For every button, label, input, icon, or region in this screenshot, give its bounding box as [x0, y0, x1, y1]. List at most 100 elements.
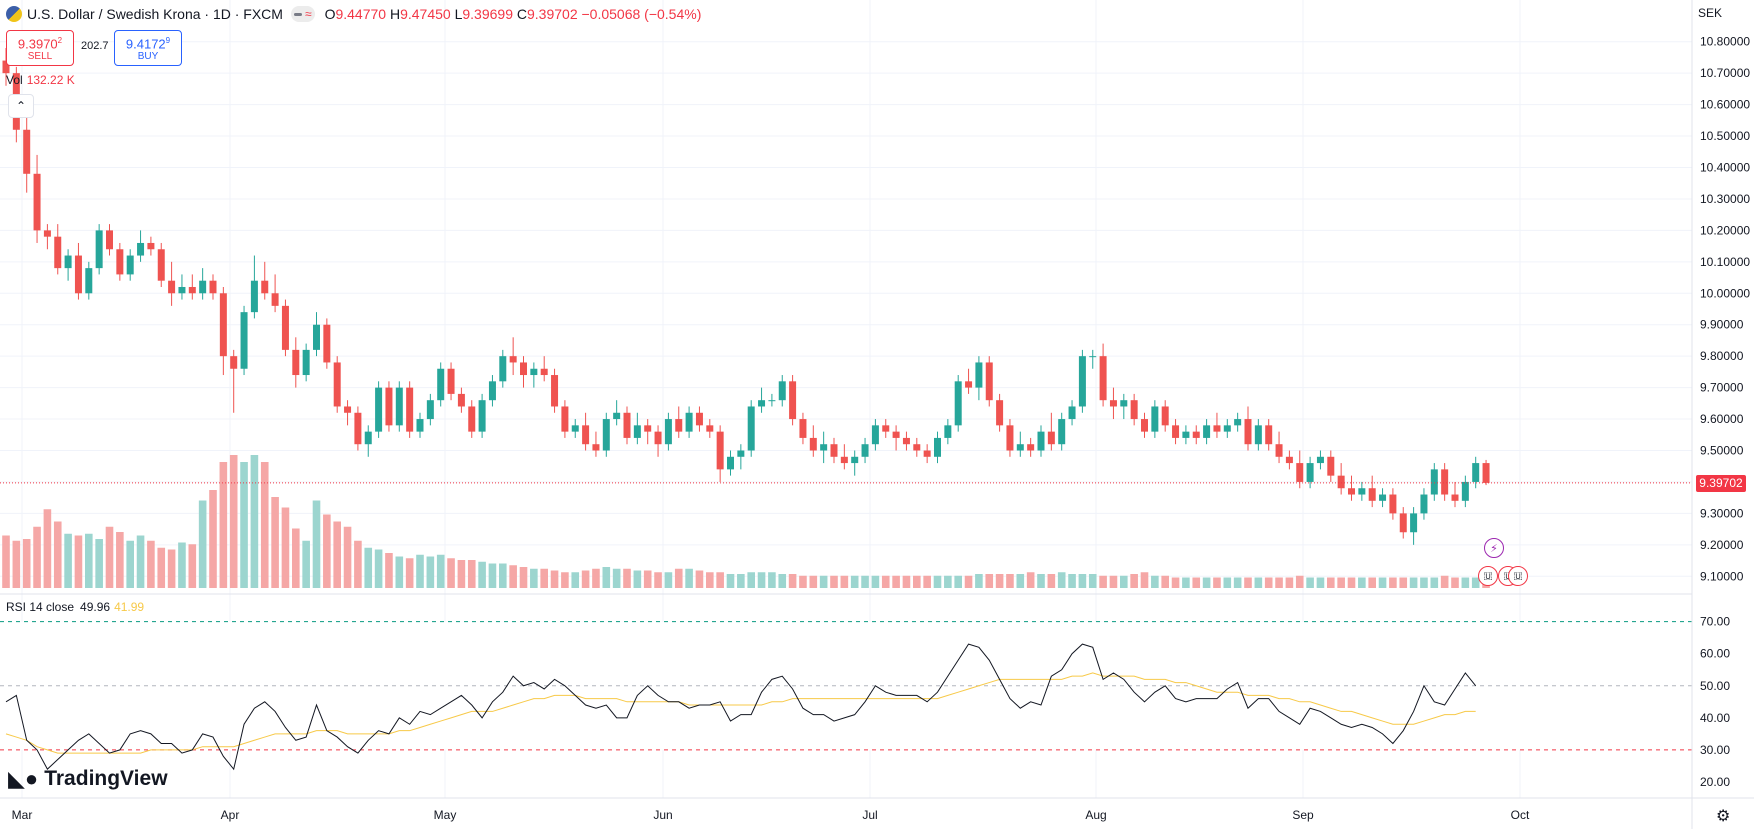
- chevron-up-icon: ⌃: [15, 99, 27, 113]
- candle-body: [1130, 400, 1138, 420]
- volume-bar: [674, 568, 683, 588]
- volume-bar: [913, 575, 921, 588]
- volume-bar: [623, 568, 631, 588]
- candle-body: [530, 368, 538, 376]
- volume-bar: [1244, 577, 1252, 588]
- buy-button[interactable]: 9.41729 BUY: [114, 30, 182, 66]
- candle-body: [209, 280, 217, 294]
- candle-body: [1099, 356, 1107, 401]
- candle-body: [426, 400, 434, 420]
- candle-body: [809, 437, 817, 451]
- candle-body: [1389, 494, 1397, 514]
- candle-body: [1223, 425, 1231, 432]
- volume-bar: [22, 539, 31, 588]
- sell-button[interactable]: 9.39702 SELL: [6, 30, 74, 66]
- candle-body: [323, 324, 331, 363]
- volume-bar: [716, 572, 724, 588]
- candle-body: [1109, 400, 1117, 407]
- us-flag-event-icon[interactable]: 🇺: [1478, 566, 1498, 586]
- volume-bar: [240, 462, 248, 588]
- currency-label[interactable]: SEK: [1698, 6, 1723, 20]
- volume-bar: [1420, 577, 1428, 588]
- collapse-legend-button[interactable]: ⌃: [8, 94, 34, 118]
- candle-body: [416, 419, 424, 432]
- candle-body: [582, 425, 590, 445]
- volume-bar: [333, 521, 341, 588]
- volume-bar: [695, 570, 704, 588]
- us-flag-event-icon[interactable]: 🇺: [1508, 566, 1528, 586]
- candle-body: [902, 437, 910, 445]
- candle-body: [592, 444, 600, 451]
- candle-body: [695, 412, 703, 426]
- price-axis-label: 10.30000: [1700, 192, 1750, 206]
- volume-bar: [219, 462, 228, 588]
- volume-bar: [819, 575, 828, 588]
- volume-bar: [540, 568, 548, 588]
- volume-bar: [530, 568, 538, 588]
- candle-body: [230, 356, 238, 369]
- volume-bar: [850, 575, 859, 588]
- candle-body: [1296, 463, 1304, 482]
- candle-body: [664, 419, 672, 445]
- price-axis-label: 10.50000: [1700, 129, 1750, 143]
- volume-bar: [1202, 577, 1211, 588]
- candle-body: [250, 280, 258, 313]
- candle-body: [882, 425, 890, 432]
- rsi-axis-label: 20.00: [1700, 775, 1730, 789]
- candle-body: [1358, 488, 1366, 495]
- symbol-legend: U.S. Dollar / Swedish Krona · 1D · FXCM …: [6, 4, 701, 24]
- price-axis-label: 10.00000: [1700, 286, 1750, 300]
- candle-body: [95, 230, 103, 269]
- sell-price: 9.3970: [17, 36, 58, 52]
- symbol-title[interactable]: U.S. Dollar / Swedish Krona · 1D · FXCM: [27, 6, 283, 22]
- candle-body: [1141, 419, 1148, 432]
- price-axis-label: 10.70000: [1700, 66, 1750, 80]
- volume-bar: [33, 526, 41, 588]
- tradingview-logo[interactable]: ◣● TradingView: [8, 766, 168, 792]
- volume-bar: [374, 549, 383, 588]
- volume-bar: [64, 533, 72, 588]
- candle-body: [633, 425, 641, 438]
- volume-bar: [126, 540, 134, 588]
- settings-gear-icon[interactable]: ⚙: [1716, 808, 1731, 825]
- volume-bar: [664, 572, 673, 588]
- price-axis-label: 10.60000: [1700, 98, 1750, 112]
- candle-body: [157, 249, 165, 281]
- volume-bar: [499, 563, 507, 588]
- volume-bar: [343, 526, 352, 588]
- volume-bar: [354, 540, 362, 588]
- price-axis-label: 9.70000: [1700, 381, 1744, 395]
- legend-toggle-button[interactable]: ≈: [290, 6, 315, 22]
- candle-body: [1399, 513, 1407, 533]
- candle-body: [820, 444, 828, 451]
- candle-body: [1472, 463, 1480, 482]
- volume-bar: [1389, 577, 1397, 588]
- candle-body: [1234, 419, 1242, 426]
- open-value: 9.44770: [335, 6, 387, 22]
- volume-bar: [1109, 575, 1118, 588]
- volume-bar: [364, 547, 373, 588]
- candle-body: [1203, 425, 1211, 438]
- volume-bar: [385, 553, 393, 588]
- bolt-icon[interactable]: ⚡: [1484, 538, 1504, 558]
- volume-bar: [209, 490, 217, 588]
- volume-bar: [1409, 577, 1418, 588]
- volume-bar: [488, 563, 497, 588]
- volume-bar: [478, 561, 486, 588]
- candle-body: [1265, 425, 1273, 445]
- candle-body: [520, 362, 527, 376]
- volume-bar: [436, 554, 445, 588]
- price-axis-label: 9.50000: [1700, 444, 1744, 458]
- time-axis-label: Jul: [862, 808, 877, 822]
- candle-body: [54, 236, 62, 269]
- volume-bar: [1275, 577, 1283, 588]
- volume-bar: [799, 575, 807, 588]
- candle-body: [271, 293, 279, 306]
- volume-bar: [881, 575, 890, 588]
- volume-bar: [830, 575, 838, 588]
- candle-body: [468, 406, 476, 432]
- volume-bar: [1182, 577, 1190, 588]
- candle-body: [716, 431, 724, 470]
- volume-label: Vol: [6, 73, 23, 87]
